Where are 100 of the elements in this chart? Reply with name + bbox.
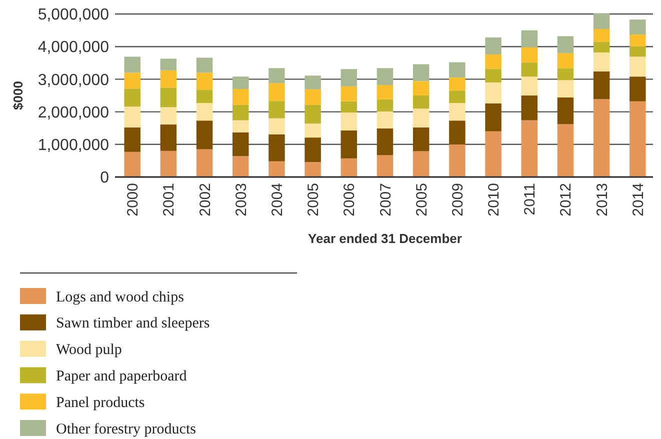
legend-label: Other forestry products bbox=[56, 421, 196, 438]
bar bbox=[485, 37, 502, 54]
bar bbox=[557, 68, 574, 80]
bar bbox=[485, 68, 502, 82]
bar bbox=[196, 120, 213, 150]
bar bbox=[449, 62, 466, 78]
bar bbox=[376, 111, 394, 128]
y-tick-label: 2,000,000 bbox=[38, 104, 110, 122]
x-tick-label: 2002 bbox=[196, 183, 214, 216]
bar bbox=[340, 130, 358, 158]
bar bbox=[160, 88, 177, 108]
bar bbox=[630, 46, 646, 57]
bar bbox=[449, 144, 466, 177]
legend-label: Wood pulp bbox=[56, 342, 122, 358]
bar bbox=[160, 70, 177, 88]
legend-label: Sawn timber and sleepers bbox=[56, 316, 210, 332]
bar bbox=[557, 80, 574, 98]
bar bbox=[412, 108, 430, 128]
bar bbox=[304, 124, 321, 138]
bar bbox=[521, 96, 538, 120]
bar bbox=[196, 72, 213, 90]
bar bbox=[412, 81, 430, 96]
bar bbox=[376, 68, 394, 86]
bar bbox=[340, 86, 358, 102]
bar bbox=[268, 118, 285, 134]
x-tick-label: 2013 bbox=[594, 183, 611, 216]
bar bbox=[593, 99, 610, 177]
bar bbox=[376, 128, 394, 156]
bar bbox=[630, 56, 646, 77]
bar bbox=[412, 151, 430, 177]
bar bbox=[124, 106, 140, 128]
x-tick-label: 2000 bbox=[124, 183, 142, 216]
bar bbox=[557, 97, 574, 124]
bar bbox=[340, 101, 358, 112]
bar bbox=[593, 52, 610, 72]
x-tick-label: 2010 bbox=[486, 183, 503, 216]
x-tick-label: 2003 bbox=[232, 183, 250, 216]
bar bbox=[485, 131, 502, 177]
x-tick-label: 2004 bbox=[268, 183, 286, 216]
bar bbox=[449, 120, 466, 144]
bar bbox=[232, 104, 249, 120]
bar bbox=[268, 161, 285, 177]
bar bbox=[630, 20, 646, 35]
bar bbox=[304, 138, 321, 162]
bar bbox=[521, 47, 538, 63]
bar bbox=[196, 90, 213, 103]
x-tick-label: 2009 bbox=[449, 183, 466, 216]
x-tick-label: 2012 bbox=[558, 183, 575, 216]
bar bbox=[521, 30, 538, 48]
bar bbox=[268, 134, 285, 162]
bar bbox=[340, 69, 358, 86]
y-tick-label: 3,000,000 bbox=[38, 72, 110, 89]
bar bbox=[557, 53, 574, 68]
bar bbox=[232, 156, 249, 177]
bar bbox=[124, 72, 140, 89]
x-axis-title: Year ended 31 December bbox=[308, 231, 462, 246]
bar bbox=[521, 120, 538, 177]
bar bbox=[196, 58, 213, 73]
legend-label: Logs and wood chips bbox=[56, 289, 184, 306]
bar bbox=[232, 120, 249, 132]
bar bbox=[593, 13, 610, 29]
bar bbox=[485, 82, 502, 104]
bar bbox=[160, 58, 177, 70]
legend-label: Panel products bbox=[56, 394, 145, 411]
x-tick-label: 2014 bbox=[630, 183, 647, 216]
y-tick-label: 1,000,000 bbox=[38, 137, 110, 154]
bar bbox=[449, 78, 466, 91]
bar bbox=[124, 88, 140, 107]
bar bbox=[124, 127, 140, 152]
bar bbox=[630, 34, 646, 47]
x-tick-label: 2001 bbox=[160, 183, 178, 216]
bar bbox=[340, 112, 358, 130]
bar bbox=[412, 127, 430, 152]
bar bbox=[521, 62, 538, 77]
y-tick-label: 4,000,000 bbox=[38, 39, 110, 56]
bar bbox=[340, 158, 358, 177]
bar bbox=[376, 155, 394, 177]
bar bbox=[376, 99, 394, 112]
bar bbox=[268, 101, 285, 118]
bar bbox=[124, 152, 140, 177]
bar bbox=[557, 124, 574, 177]
bar bbox=[304, 76, 321, 90]
bar bbox=[630, 76, 646, 102]
bar bbox=[376, 85, 394, 100]
y-tick-label: 0 bbox=[100, 170, 110, 187]
bar bbox=[630, 101, 646, 177]
bar bbox=[557, 36, 574, 54]
bar bbox=[160, 124, 177, 151]
legend-label: Paper and paperboard bbox=[56, 368, 188, 384]
bar bbox=[593, 42, 610, 52]
x-tick-label: 2005 bbox=[413, 183, 430, 216]
x-tick-label: 2007 bbox=[377, 183, 394, 216]
bar bbox=[232, 76, 249, 89]
bar bbox=[196, 149, 213, 177]
bar bbox=[196, 103, 213, 121]
bar bbox=[485, 103, 502, 132]
bar bbox=[593, 28, 610, 42]
x-tick-label: 2011 bbox=[522, 183, 539, 216]
bar bbox=[160, 150, 177, 177]
bar bbox=[304, 162, 321, 177]
